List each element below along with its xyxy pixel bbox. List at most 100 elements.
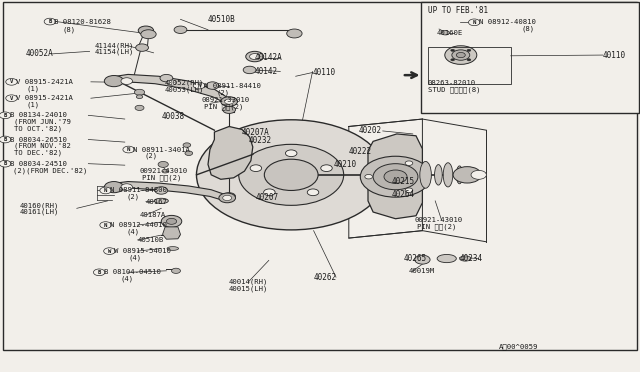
Text: TO DEC.'82): TO DEC.'82) bbox=[14, 150, 62, 156]
Polygon shape bbox=[108, 182, 227, 202]
Ellipse shape bbox=[420, 161, 431, 188]
Circle shape bbox=[104, 76, 124, 87]
Circle shape bbox=[445, 46, 477, 64]
Text: 40265: 40265 bbox=[403, 254, 426, 263]
Circle shape bbox=[0, 136, 11, 143]
Text: (2): (2) bbox=[127, 194, 140, 201]
Text: 40052(RH): 40052(RH) bbox=[165, 79, 205, 86]
Circle shape bbox=[123, 146, 134, 153]
Text: (2)(FROM DEC.'82): (2)(FROM DEC.'82) bbox=[13, 167, 87, 174]
Circle shape bbox=[219, 193, 236, 203]
Text: (2): (2) bbox=[144, 153, 157, 160]
Text: (2): (2) bbox=[216, 89, 230, 96]
Circle shape bbox=[373, 164, 418, 190]
Ellipse shape bbox=[460, 256, 471, 261]
Text: (4): (4) bbox=[128, 254, 141, 261]
Text: 40142A: 40142A bbox=[255, 53, 282, 62]
Text: PIN ピン(2): PIN ピン(2) bbox=[204, 104, 243, 110]
Text: N 08911-3401A: N 08911-3401A bbox=[133, 147, 190, 153]
Text: 40202: 40202 bbox=[358, 126, 381, 135]
Text: 40264: 40264 bbox=[392, 190, 415, 199]
Text: 40110: 40110 bbox=[312, 68, 335, 77]
Circle shape bbox=[321, 165, 332, 171]
Circle shape bbox=[166, 218, 177, 224]
Text: B: B bbox=[3, 137, 7, 142]
Circle shape bbox=[136, 95, 143, 99]
Text: B: B bbox=[97, 270, 101, 275]
Circle shape bbox=[93, 269, 105, 276]
Circle shape bbox=[158, 161, 168, 167]
Text: 40215: 40215 bbox=[392, 177, 415, 186]
Circle shape bbox=[135, 105, 144, 110]
Circle shape bbox=[121, 78, 132, 84]
Text: B 08034-24510: B 08034-24510 bbox=[10, 161, 67, 167]
Text: B 08134-24010: B 08134-24010 bbox=[10, 112, 67, 118]
Text: 40187A: 40187A bbox=[140, 212, 166, 218]
Text: W 08915-54010: W 08915-54010 bbox=[114, 248, 171, 254]
Text: 40142: 40142 bbox=[255, 67, 278, 76]
Polygon shape bbox=[208, 126, 253, 179]
Text: 00921-43010: 00921-43010 bbox=[140, 168, 188, 174]
Ellipse shape bbox=[154, 198, 168, 203]
Circle shape bbox=[442, 31, 449, 35]
Text: 40052A: 40052A bbox=[26, 49, 53, 58]
Text: 00921-43010: 00921-43010 bbox=[415, 217, 463, 223]
Circle shape bbox=[100, 187, 111, 194]
Circle shape bbox=[307, 189, 319, 196]
Text: 40015(LH): 40015(LH) bbox=[229, 285, 269, 292]
Circle shape bbox=[384, 170, 407, 183]
Text: (4): (4) bbox=[120, 276, 134, 282]
Text: B 08034-26510: B 08034-26510 bbox=[10, 137, 67, 142]
Bar bbox=[428, 47, 511, 84]
Circle shape bbox=[134, 89, 145, 95]
Circle shape bbox=[250, 165, 262, 171]
Text: 41144(RH): 41144(RH) bbox=[95, 42, 134, 49]
Text: (4): (4) bbox=[127, 228, 140, 235]
Text: N 08912-40810: N 08912-40810 bbox=[479, 19, 536, 25]
Text: V 08915-2421A: V 08915-2421A bbox=[16, 79, 73, 85]
Text: N 08912-44010: N 08912-44010 bbox=[110, 222, 167, 228]
Circle shape bbox=[285, 150, 297, 157]
Circle shape bbox=[6, 95, 17, 102]
Text: N: N bbox=[197, 83, 201, 88]
Text: 40053(LH): 40053(LH) bbox=[165, 86, 205, 93]
Circle shape bbox=[243, 66, 256, 74]
Ellipse shape bbox=[437, 254, 456, 263]
Circle shape bbox=[264, 189, 275, 196]
Circle shape bbox=[168, 232, 180, 238]
Text: (1): (1) bbox=[27, 85, 40, 92]
Text: N 08911-84800: N 08911-84800 bbox=[110, 187, 167, 193]
Text: N: N bbox=[472, 20, 476, 25]
Text: UP TO FEB.'81: UP TO FEB.'81 bbox=[428, 6, 488, 15]
Circle shape bbox=[287, 29, 302, 38]
Circle shape bbox=[223, 193, 236, 200]
Circle shape bbox=[161, 215, 182, 227]
Circle shape bbox=[221, 97, 237, 106]
Circle shape bbox=[223, 195, 232, 201]
Circle shape bbox=[225, 99, 234, 104]
Circle shape bbox=[405, 161, 413, 166]
Text: 40210: 40210 bbox=[334, 160, 357, 169]
Circle shape bbox=[167, 80, 176, 85]
Circle shape bbox=[451, 59, 454, 61]
Circle shape bbox=[6, 78, 17, 85]
Circle shape bbox=[121, 184, 132, 190]
Text: 08263-82010: 08263-82010 bbox=[428, 80, 476, 86]
Circle shape bbox=[0, 112, 11, 119]
Ellipse shape bbox=[435, 165, 442, 185]
Circle shape bbox=[467, 49, 471, 51]
Bar bbox=[421, 2, 639, 113]
Text: (FROM NOV.'82: (FROM NOV.'82 bbox=[14, 143, 71, 150]
Circle shape bbox=[206, 82, 219, 89]
Circle shape bbox=[100, 222, 111, 228]
Circle shape bbox=[0, 160, 11, 167]
Circle shape bbox=[246, 51, 264, 62]
Text: W: W bbox=[108, 248, 111, 254]
Text: 40234: 40234 bbox=[460, 254, 483, 263]
Circle shape bbox=[250, 54, 260, 60]
Circle shape bbox=[264, 159, 318, 190]
Circle shape bbox=[104, 248, 115, 254]
Circle shape bbox=[193, 82, 205, 89]
Text: TO OCT.'82): TO OCT.'82) bbox=[14, 125, 62, 132]
Text: B: B bbox=[48, 19, 52, 24]
